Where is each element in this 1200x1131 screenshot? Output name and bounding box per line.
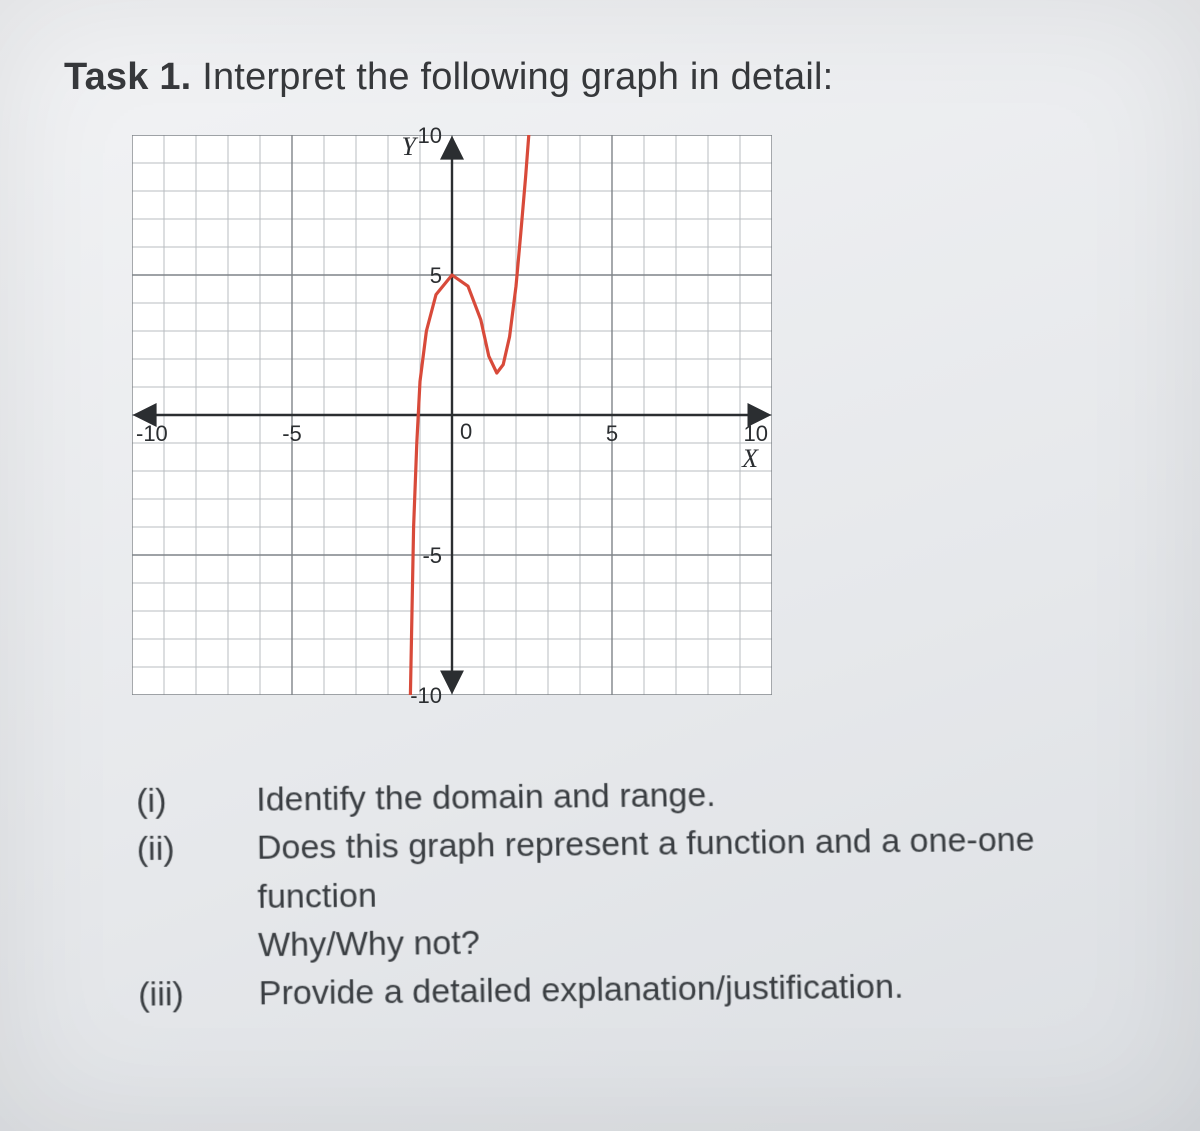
- svg-text:0: 0: [460, 419, 472, 444]
- svg-text:Y: Y: [402, 132, 419, 161]
- svg-text:-10: -10: [410, 683, 442, 705]
- question-text: Provide a detailed explanation/justifica…: [258, 962, 904, 1017]
- question-number-empty: [138, 921, 203, 970]
- svg-text:5: 5: [430, 263, 442, 288]
- chart-svg: -10-50510-10-5510XY: [102, 125, 802, 705]
- task-title: Task 1. Interpret the following graph in…: [64, 56, 1136, 99]
- svg-text:10: 10: [744, 421, 768, 446]
- svg-text:-5: -5: [422, 543, 442, 568]
- svg-text:5: 5: [606, 421, 618, 446]
- graph-figure: -10-50510-10-5510XY: [102, 125, 802, 705]
- svg-text:X: X: [741, 444, 759, 473]
- question-list: (i) Identify the domain and range. (ii) …: [136, 767, 1142, 1020]
- question-text: Does this graph represent a function and…: [257, 815, 1140, 921]
- task-prompt: Interpret the following graph in detail:: [202, 56, 833, 98]
- worksheet-page: Task 1. Interpret the following graph in…: [0, 0, 1200, 1131]
- question-number: (i): [136, 776, 201, 825]
- question-text: Identify the domain and range.: [256, 771, 716, 824]
- question-number: (iii): [138, 970, 203, 1019]
- svg-text:-5: -5: [282, 421, 302, 446]
- svg-text:-10: -10: [136, 421, 168, 446]
- task-label: Task 1.: [64, 56, 191, 98]
- question-item: (iii) Provide a detailed explanation/jus…: [138, 960, 1142, 1019]
- question-text: Why/Why not?: [258, 918, 480, 969]
- svg-text:10: 10: [418, 125, 442, 148]
- question-number: (ii): [137, 825, 202, 922]
- question-item: (ii) Does this graph represent a functio…: [137, 815, 1140, 922]
